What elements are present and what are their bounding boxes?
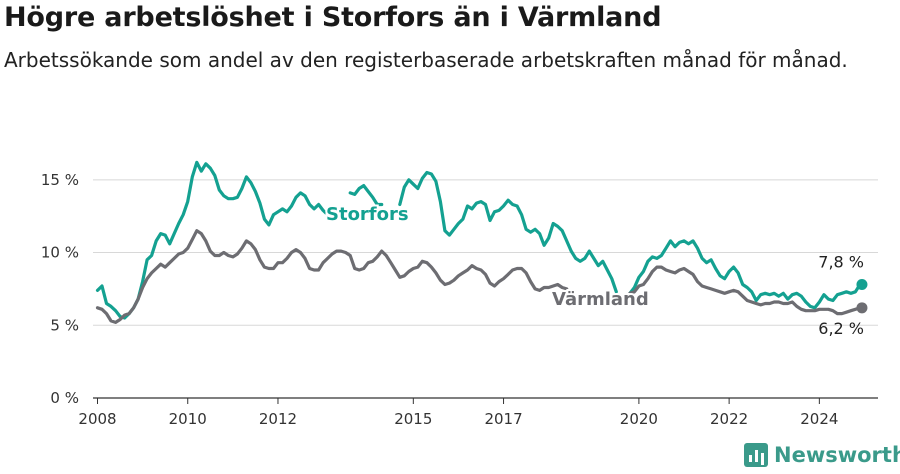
x-tick-label: 2012 — [259, 410, 297, 428]
line-chart: 0 % 5 % 10 % 15 % 2008 2010 2012 2015 2017 2020 20… — [41, 160, 878, 428]
end-point-storfors — [856, 279, 868, 291]
x-tick-label: 2022 — [710, 410, 748, 428]
chart-subtitle: Arbetssökande som andel av den registerb… — [4, 48, 848, 72]
end-point-varmland — [856, 302, 868, 314]
brand-name: Newsworthy — [774, 443, 900, 467]
end-value-label-storfors: 7,8 % — [818, 253, 864, 272]
y-tick-label: 0 % — [50, 389, 79, 407]
series-lines — [95, 160, 868, 324]
x-tick-label: 2015 — [394, 410, 432, 428]
newsworthy-logo-icon — [744, 443, 768, 467]
x-tick-label: 2020 — [620, 410, 658, 428]
x-tick-label: 2008 — [78, 410, 116, 428]
newsworthy-brand: Newsworthy — [744, 443, 900, 467]
series-line-varmland — [95, 229, 862, 324]
series-line-storfors — [95, 160, 862, 320]
series-label-varmland: Värmland — [552, 289, 649, 310]
chart-title: Högre arbetslöshet i Storfors än i Värml… — [4, 2, 662, 33]
x-tick-label: 2010 — [169, 410, 207, 428]
labels: 7,8 % 6,2 % Storfors Värmland — [324, 202, 864, 338]
series-label-storfors: Storfors — [326, 204, 409, 225]
end-value-label-varmland: 6,2 % — [818, 319, 864, 338]
axes: 0 % 5 % 10 % 15 % 2008 2010 2012 2015 2017 2020 20… — [41, 171, 878, 428]
x-tick-label: 2017 — [484, 410, 522, 428]
y-tick-label: 15 % — [41, 171, 79, 189]
y-tick-label: 5 % — [50, 316, 79, 334]
y-tick-label: 10 % — [41, 244, 79, 262]
x-tick-label: 2024 — [800, 410, 838, 428]
